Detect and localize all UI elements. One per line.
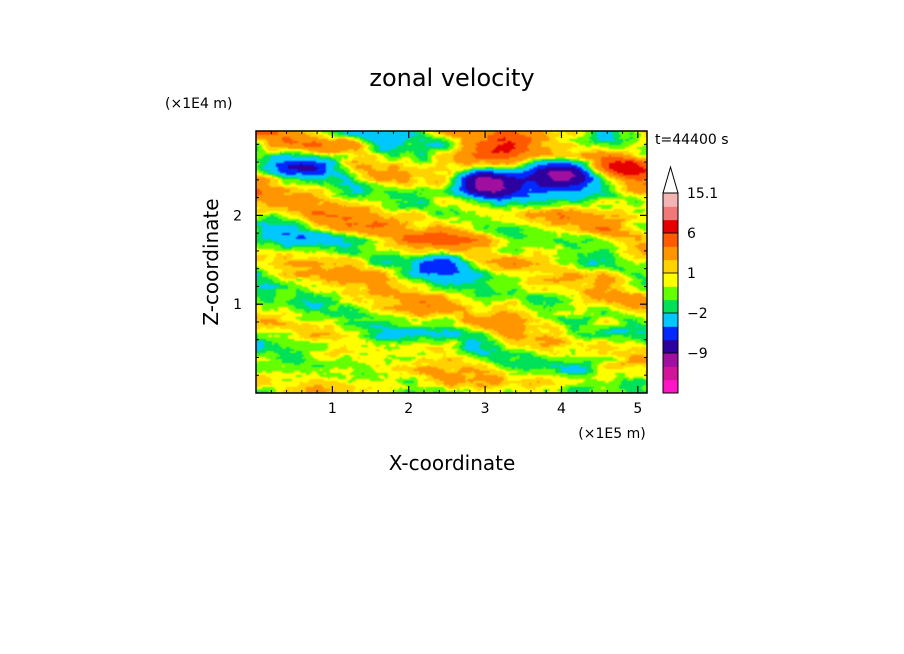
colorbar-bin	[663, 246, 678, 261]
colorbar-bin	[663, 273, 678, 287]
colorbar-label: 6	[687, 226, 696, 242]
colorbar-bin	[663, 313, 678, 327]
y-tick-label: 2	[233, 208, 242, 224]
colorbar-extend-arrow	[662, 165, 679, 194]
colorbar-bin	[663, 233, 678, 247]
colorbar-bin	[663, 326, 678, 341]
colorbar-label: 1	[687, 266, 696, 282]
colorbar-label: 15.1	[687, 186, 718, 202]
x-axis-label: X-coordinate	[389, 451, 516, 475]
x-scale-label: (×1E5 m)	[578, 426, 645, 442]
x-tick-label: 5	[633, 401, 642, 417]
colorbar-label: −2	[687, 306, 708, 322]
colorbar-bin	[663, 353, 678, 367]
colorbar-bin	[663, 299, 678, 314]
y-axis: 12	[233, 143, 647, 376]
y-scale-label: (×1E4 m)	[165, 96, 232, 112]
y-tick-label: 1	[233, 297, 242, 313]
time-label: t=44400 s	[655, 132, 729, 148]
x-tick-label: 4	[557, 401, 566, 417]
x-tick-label: 3	[481, 401, 490, 417]
colorbar-bin	[663, 379, 678, 394]
x-tick-label: 2	[404, 401, 413, 417]
colorbar-bin	[663, 286, 678, 301]
chart-title: zonal velocity	[369, 64, 534, 92]
colorbar-label: −9	[687, 346, 708, 362]
colorbar-bin	[663, 219, 678, 234]
y-axis-label: Z-coordinate	[199, 198, 223, 325]
colorbar: 15.1 6 1 −2 −9	[662, 165, 718, 394]
colorbar-bin	[663, 206, 678, 221]
plot-frame	[255, 130, 648, 394]
colorbar-bin	[663, 193, 678, 207]
velocity-field	[256, 131, 647, 393]
colorbar-bin	[663, 366, 678, 381]
x-axis: 1 2 3 4 5	[270, 131, 642, 417]
colorbar-bin	[663, 259, 678, 274]
colorbar-bin	[663, 339, 678, 354]
x-tick-label: 1	[328, 401, 337, 417]
plot-area	[256, 131, 647, 393]
